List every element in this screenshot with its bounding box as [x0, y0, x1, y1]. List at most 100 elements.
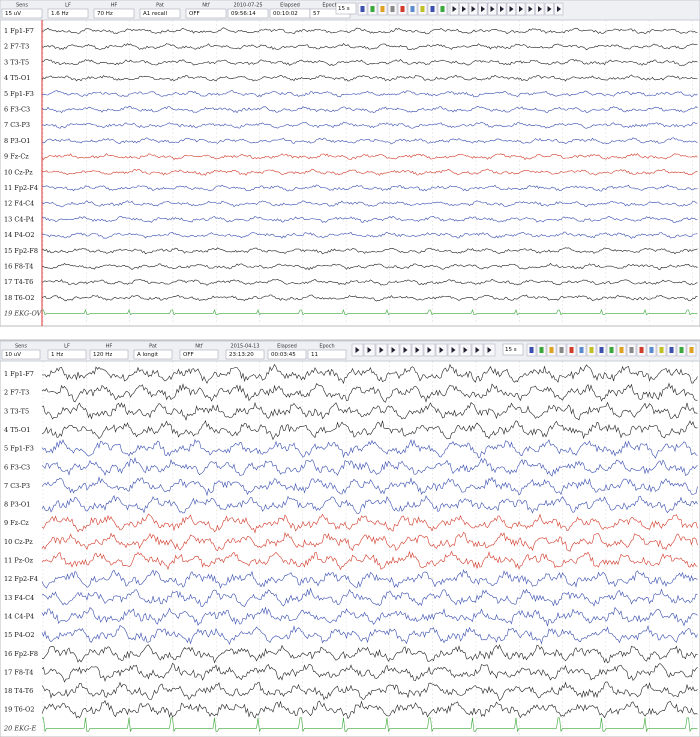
eeg-trace [41, 278, 698, 286]
eeg-trace [41, 495, 698, 515]
eeg-trace [41, 90, 698, 98]
field-value: 1.6 Hz [51, 11, 69, 17]
eeg-trace [41, 419, 698, 441]
toolbar-icon [410, 6, 415, 12]
epoch-select[interactable] [502, 343, 524, 356]
eeg-trace [41, 624, 698, 646]
field-value: A longit [137, 352, 159, 358]
field-box[interactable] [225, 349, 265, 360]
eeg-trace [41, 587, 698, 608]
epoch-select-value: 15 s [338, 6, 350, 12]
channel-label: 14 P4-O2 [4, 231, 35, 239]
channel-label: 2 F7-T3 [4, 43, 29, 51]
toolbar-icon [569, 347, 574, 353]
nav-icon [538, 6, 542, 12]
eeg-trace [41, 644, 698, 664]
channel-label: 3 T3-T5 [4, 407, 29, 415]
channel-label: 11 Pz-Oz [4, 557, 34, 565]
channel-label: 20 EKG-E [3, 724, 36, 732]
nav-icon [475, 347, 480, 353]
field-box[interactable] [1, 8, 43, 19]
toolbar-icon [380, 6, 385, 12]
channel-label: 18 T6-O2 [4, 294, 34, 302]
nav-icon [427, 347, 432, 353]
field-label: Pat [149, 344, 157, 350]
nav-icon [481, 6, 485, 12]
toolbar-icon [599, 347, 604, 353]
field-label: Epoch [319, 344, 334, 350]
field-label: Elapsed [277, 344, 297, 350]
field-box[interactable] [47, 349, 87, 360]
channel-label: 10 Cz-Pz [4, 168, 33, 176]
toolbar-icon [689, 347, 694, 353]
nav-icon [452, 6, 457, 12]
toolbar-icon [659, 347, 664, 353]
channel-label: 1 Fp1-F7 [4, 27, 34, 35]
toolbar-icon [669, 347, 674, 353]
channel-label: 12 F4-C4 [4, 200, 34, 208]
toolbar-icon [430, 6, 435, 12]
field-value: 57 [313, 11, 320, 17]
field-label: Pat [156, 3, 164, 9]
field-box[interactable] [1, 349, 41, 360]
nav-icon [439, 347, 444, 353]
eeg-trace [41, 184, 698, 192]
nav-icon [509, 6, 514, 12]
field-box[interactable] [267, 349, 307, 360]
eeg-trace [41, 531, 698, 552]
toolbar-icon [400, 6, 405, 12]
eeg-trace [42, 309, 698, 316]
field-box[interactable] [89, 349, 129, 360]
field-label: Sens [16, 3, 28, 9]
field-value: 120 Hz [93, 352, 112, 358]
field-box[interactable] [227, 8, 269, 19]
eeg-trace [41, 58, 698, 66]
channel-label: 18 T4-T6 [4, 687, 33, 695]
eeg-trace [41, 457, 698, 477]
field-box[interactable] [179, 349, 219, 360]
eeg-trace [41, 200, 698, 208]
channel-label: 7 C3-P3 [4, 482, 30, 490]
field-label: Ntf [195, 344, 203, 350]
eeg-trace [41, 215, 698, 223]
field-box[interactable] [307, 349, 347, 360]
field-box[interactable] [185, 8, 227, 19]
epoch-select-value: 15 s [505, 347, 517, 353]
field-label: HF [111, 3, 118, 9]
nav-icon [462, 6, 466, 12]
eeg-trace [41, 105, 698, 114]
field-label: LF [64, 344, 70, 350]
channel-label: 19 EKG-OV [4, 310, 43, 318]
field-value: 1 Hz [51, 352, 63, 358]
eeg-trace [41, 513, 698, 534]
channel-label: 8 P3-O1 [4, 137, 30, 145]
field-label: Sens [15, 344, 27, 350]
eeg-trace [41, 137, 698, 145]
eeg-trace [41, 439, 698, 459]
toolbar-icon [549, 347, 554, 353]
nav-icon [355, 347, 360, 353]
channel-label: 10 Cz-Pz [4, 538, 33, 546]
field-value: 15 uV [5, 11, 21, 17]
field-box[interactable] [47, 8, 89, 19]
epoch-select[interactable] [335, 2, 357, 15]
channel-label: 6 F3-C3 [4, 106, 30, 114]
toolbar-icon [370, 6, 375, 12]
toolbar-icon [440, 6, 445, 12]
nav-icon [471, 6, 476, 12]
eeg-trace [41, 382, 698, 403]
channel-label: 17 T4-T6 [4, 278, 33, 286]
toolbar-icon [619, 347, 624, 353]
field-box[interactable] [133, 349, 173, 360]
field-box[interactable] [139, 8, 181, 19]
toolbar-icon [529, 347, 534, 353]
nav-icon [528, 6, 533, 12]
toolbar [0, 340, 700, 362]
eeg-trace [41, 700, 698, 720]
eeg-trace [41, 247, 698, 255]
field-value: 70 Hz [97, 11, 113, 17]
field-box[interactable] [93, 8, 135, 19]
nav-icon [415, 347, 420, 353]
nav-icon [557, 6, 561, 12]
